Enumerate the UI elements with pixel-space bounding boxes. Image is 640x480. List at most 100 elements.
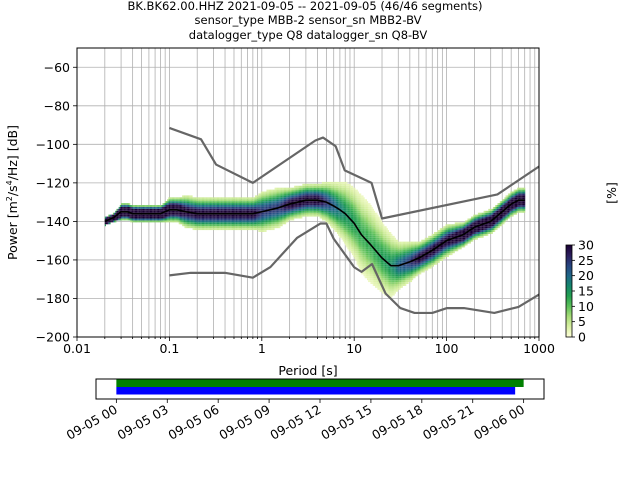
heatmap-cell xyxy=(360,224,362,227)
heatmap-cell xyxy=(388,293,391,296)
heatmap-cell xyxy=(345,199,347,202)
heatmap-cell xyxy=(375,253,377,256)
heatmap-cell xyxy=(238,203,240,206)
heatmap-cell xyxy=(375,245,377,248)
heatmap-cell xyxy=(272,197,274,200)
heatmap-cell xyxy=(258,195,260,198)
heatmap-cell xyxy=(263,195,265,198)
heatmap-cell xyxy=(324,218,326,221)
heatmap-cell xyxy=(141,208,143,211)
heatmap-cell xyxy=(222,197,224,200)
heatmap-cell xyxy=(193,228,195,231)
heatmap-cell xyxy=(342,226,344,229)
heatmap-cell xyxy=(373,210,376,213)
heatmap-cell xyxy=(331,187,333,190)
heatmap-cell xyxy=(341,226,343,229)
heatmap-cell xyxy=(200,226,202,229)
heatmap-cell xyxy=(208,210,210,213)
heatmap-cell xyxy=(278,220,280,223)
heatmap-cell xyxy=(227,205,229,207)
heatmap-cell xyxy=(357,205,359,207)
heatmap-cell xyxy=(367,260,369,263)
heatmap-cell xyxy=(274,201,276,204)
heatmap-cell xyxy=(350,235,352,238)
heatmap-cell xyxy=(360,237,362,240)
heatmap-cell xyxy=(218,205,220,207)
heatmap-cell xyxy=(202,218,205,221)
heatmap-cell xyxy=(330,185,332,188)
heatmap-cell xyxy=(367,268,369,271)
heatmap-cell xyxy=(257,228,259,231)
heatmap-cell xyxy=(133,220,135,223)
heatmap-cell xyxy=(313,183,316,186)
heatmap-cell xyxy=(354,206,356,209)
heatmap-cell xyxy=(365,199,368,202)
heatmap-cell xyxy=(376,266,378,269)
heatmap-cell xyxy=(312,197,314,200)
heatmap-cell xyxy=(109,220,111,223)
heatmap-cell xyxy=(256,214,258,217)
heatmap-cell xyxy=(124,212,126,215)
heatmap-cell xyxy=(364,243,366,246)
heatmap-cell xyxy=(355,251,357,254)
heatmap-cell xyxy=(136,208,138,211)
heatmap-cell xyxy=(252,214,254,217)
heatmap-cell xyxy=(138,205,140,207)
heatmap-cell xyxy=(342,189,344,192)
heatmap-cell xyxy=(376,262,378,265)
heatmap-cell xyxy=(326,197,328,200)
heatmap-cell xyxy=(356,222,358,225)
heatmap-cell xyxy=(298,189,301,192)
heatmap-cell xyxy=(321,199,324,202)
heatmap-cell xyxy=(221,197,223,200)
heatmap-cell xyxy=(365,205,368,207)
heatmap-cell xyxy=(266,193,268,196)
heatmap-cell xyxy=(161,205,163,207)
heatmap-cell xyxy=(309,214,311,217)
heatmap-cell xyxy=(237,214,239,217)
heatmap-cell xyxy=(365,270,368,273)
heatmap-cell xyxy=(324,205,326,207)
heatmap-cell xyxy=(378,284,380,286)
heatmap-cell xyxy=(380,280,383,283)
heatmap-cell xyxy=(324,181,326,184)
heatmap-cell xyxy=(327,210,329,213)
heatmap-cell xyxy=(249,226,251,229)
heatmap-cell xyxy=(162,216,164,219)
heatmap-cell xyxy=(155,216,157,219)
heatmap-cell xyxy=(250,203,252,206)
heatmap-cell xyxy=(376,235,378,238)
heatmap-cell xyxy=(284,193,287,196)
heatmap-cell xyxy=(218,201,220,204)
heatmap-cell xyxy=(330,201,332,204)
heatmap-cell xyxy=(363,243,365,246)
heatmap-cell xyxy=(326,210,328,213)
heatmap-cell xyxy=(356,205,358,207)
heatmap-cell xyxy=(144,208,146,211)
heatmap-cell xyxy=(327,216,329,219)
heatmap-cell xyxy=(275,197,277,200)
heatmap-cell xyxy=(349,187,351,190)
heatmap-cell xyxy=(380,241,383,244)
heatmap-cell xyxy=(220,205,222,207)
heatmap-cell xyxy=(175,214,177,217)
heatmap-cell xyxy=(321,212,324,215)
heatmap-cell xyxy=(132,216,134,219)
heatmap-cell xyxy=(261,222,264,225)
heatmap-cell xyxy=(361,251,363,254)
heatmap-cell xyxy=(379,264,381,267)
heatmap-cell xyxy=(305,212,307,215)
heatmap-cell xyxy=(260,193,262,196)
heatmap-cell xyxy=(265,224,267,227)
heatmap-cell xyxy=(284,214,287,217)
heatmap-cell xyxy=(291,212,294,215)
heatmap-cell xyxy=(361,272,363,275)
heatmap-cell xyxy=(284,187,287,190)
heatmap-cell xyxy=(125,218,127,221)
heatmap-cell xyxy=(231,218,234,221)
heatmap-cell xyxy=(351,212,354,215)
heatmap-cell xyxy=(375,260,377,263)
heatmap-cell xyxy=(151,205,153,207)
heatmap-cell xyxy=(184,212,186,215)
heatmap-cell xyxy=(345,193,347,196)
